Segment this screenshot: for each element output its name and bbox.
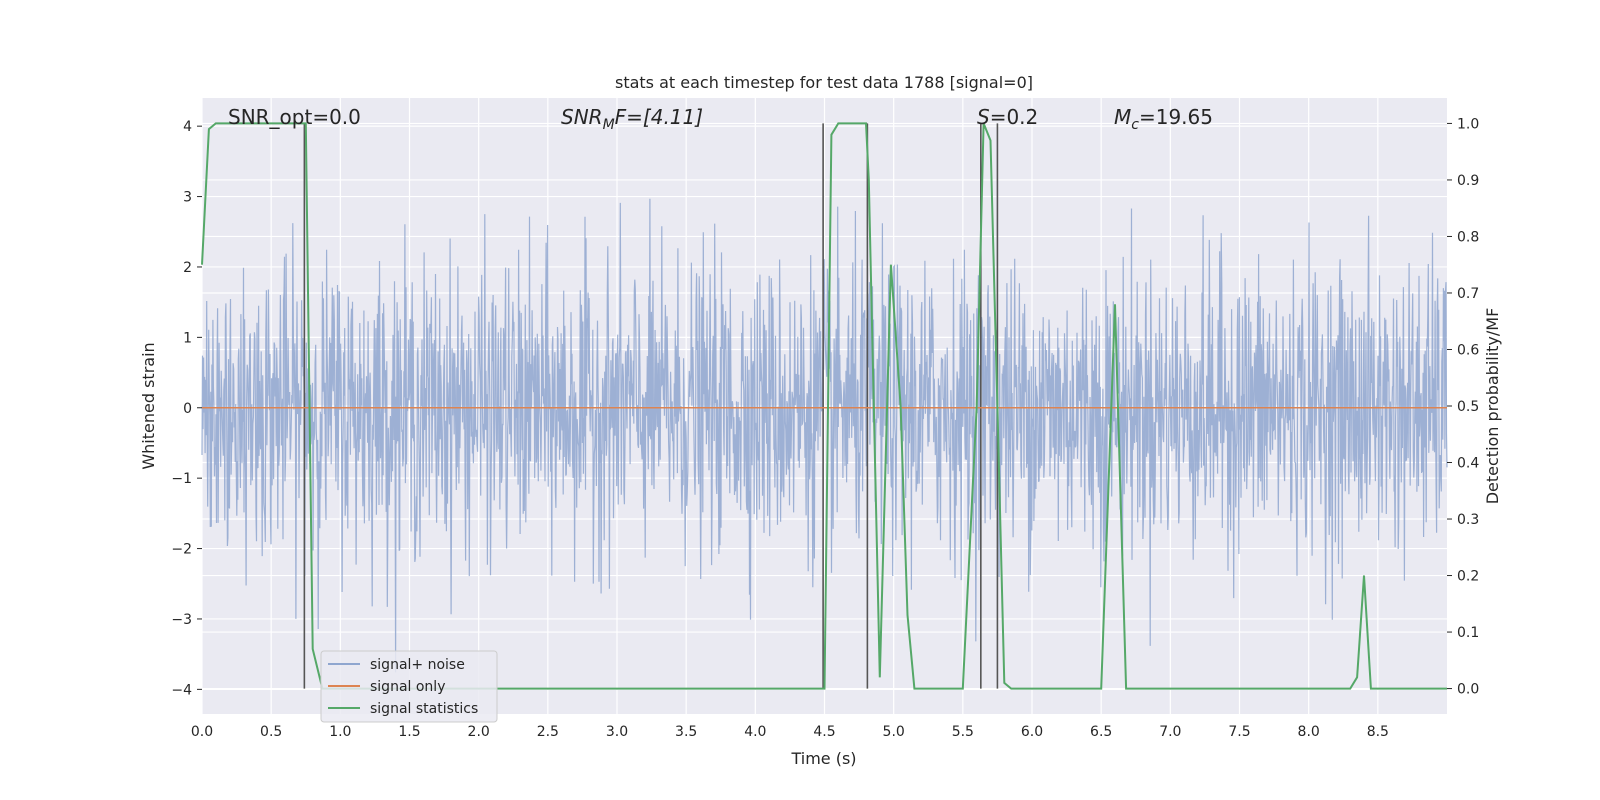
y2-tick-label: 0.6 [1457, 342, 1479, 358]
x-tick-label: 6.5 [1090, 724, 1112, 740]
line-series [201, 122, 1447, 690]
y-tick-label: −2 [171, 542, 192, 558]
noise-series [201, 198, 1448, 673]
y-tick-label: 2 [183, 260, 192, 276]
y-tick-label: −1 [171, 471, 192, 487]
x-axis-label: Time (s) [790, 749, 856, 768]
y2-tick-label: 0.1 [1457, 625, 1479, 641]
y-tick-label: 3 [183, 190, 192, 206]
x-tick-label: 7.0 [1159, 724, 1181, 740]
x-tick-label: 4.5 [813, 724, 835, 740]
annotation-mc: Mc=19.65 [1114, 105, 1213, 133]
x-tick-label: 2.5 [537, 724, 559, 740]
signal-statistics-line [201, 122, 1447, 690]
x-tick-label: 6.0 [1021, 724, 1043, 740]
y2-tick-label: 0.2 [1457, 569, 1479, 585]
y-tick-label: 0 [183, 401, 192, 417]
annotation-snr-opt: SNR_opt=0.0 [228, 105, 361, 129]
y2-axis-label: Detection probability/MF [1483, 308, 1502, 505]
y2-tick-label: 1.0 [1457, 116, 1479, 132]
y-tick-label: −4 [171, 682, 192, 698]
y-tick-label: −3 [171, 612, 192, 628]
y-tick-label: 4 [183, 119, 192, 135]
y2-tick-label: 0.8 [1457, 229, 1479, 245]
annotation-snr-mf: SNRMF=[4.11] [561, 105, 703, 133]
x-tick-label: 0.0 [191, 724, 213, 740]
legend-label-stats: signal statistics [370, 701, 478, 717]
x-tick-label: 0.5 [260, 724, 282, 740]
x-tick-label: 8.0 [1298, 724, 1320, 740]
x-tick-label: 1.5 [398, 724, 420, 740]
y2-tick-label: 0.3 [1457, 512, 1479, 528]
legend: signal+ noise signal only signal statist… [320, 650, 498, 723]
x-tick-label: 1.0 [329, 724, 351, 740]
legend-box [320, 650, 498, 723]
legend-label-signal: signal only [370, 679, 445, 695]
y-axis-label: Whitened strain [139, 342, 158, 469]
x-tick-label: 3.0 [606, 724, 628, 740]
chart-title: stats at each timestep for test data 178… [615, 73, 1033, 92]
legend-label-noise: signal+ noise [370, 657, 465, 673]
noise-line [201, 198, 1448, 673]
x-tick-label: 4.0 [744, 724, 766, 740]
x-axis-ticks: 0.0 0.5 1.0 1.5 2.0 2.5 3.0 3.5 4.0 4.5 5.0 5.5 6.0 6… [191, 724, 1389, 740]
y2-tick-label: 0.0 [1457, 682, 1479, 698]
x-tick-label: 8.5 [1367, 724, 1389, 740]
x-tick-label: 2.0 [468, 724, 490, 740]
x-tick-label: 7.5 [1228, 724, 1250, 740]
y2-tick-label: 0.7 [1457, 286, 1479, 302]
y-tick-label: 1 [183, 330, 192, 346]
y2-axis-ticks: 1.0 0.9 0.8 0.7 0.6 0.5 0.4 0.3 0.2 0.1 0.0 [1447, 116, 1479, 698]
y2-tick-label: 0.5 [1457, 399, 1479, 415]
y-axis-ticks: 4 3 2 1 0 −1 −2 −3 −4 [171, 119, 202, 698]
y2-tick-label: 0.4 [1457, 456, 1479, 472]
x-tick-label: 5.5 [952, 724, 974, 740]
x-tick-label: 5.0 [883, 724, 905, 740]
y2-tick-label: 0.9 [1457, 173, 1479, 189]
annotation-s: S=0.2 [977, 105, 1038, 129]
x-tick-label: 3.5 [675, 724, 697, 740]
